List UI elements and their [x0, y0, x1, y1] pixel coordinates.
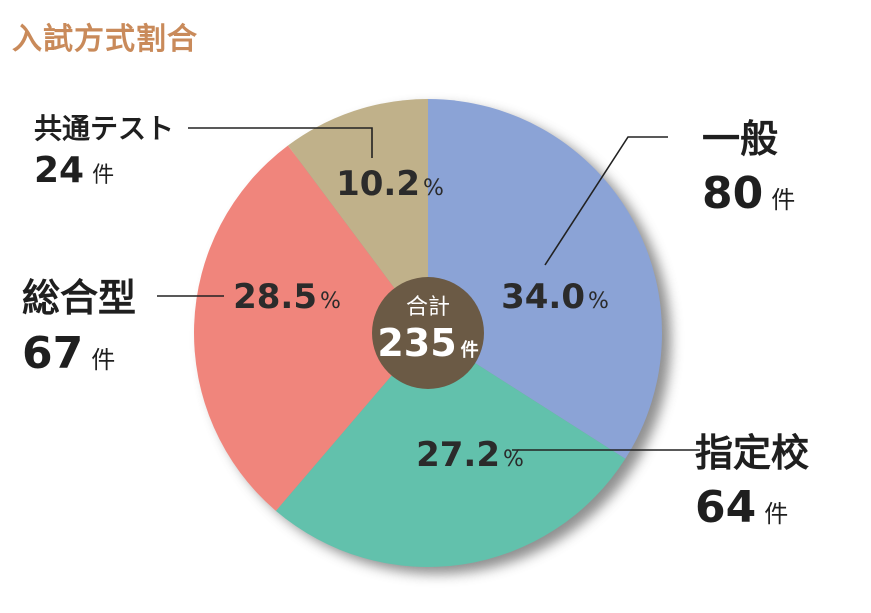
- percent-label: 10.2%: [336, 164, 444, 204]
- category-unit: 件: [771, 186, 795, 214]
- percent-sign: %: [503, 447, 524, 472]
- chart-title: 入試方式割合: [12, 22, 198, 57]
- percent-value: 27.2: [416, 435, 500, 475]
- category-count: 24: [34, 150, 84, 191]
- pie-slices: [193, 99, 663, 567]
- leader-line: [544, 136, 668, 266]
- percent-sign: %: [423, 176, 444, 201]
- pie-slice: [287, 99, 428, 333]
- total-value: 235: [377, 321, 456, 365]
- category-name: 共通テスト: [34, 112, 174, 145]
- total-caption: 合計: [406, 295, 450, 320]
- total-value-text: 235 件: [377, 321, 478, 365]
- pie-slice: [193, 145, 428, 511]
- category-count: 64: [695, 482, 756, 533]
- category-name: 指定校: [695, 431, 809, 475]
- category-unit: 件: [92, 163, 114, 188]
- category-count-label: 64 件: [695, 482, 788, 533]
- total-circle: [372, 277, 484, 389]
- percent-value: 28.5: [233, 277, 317, 317]
- category-count: 80: [702, 168, 763, 219]
- category-count-label: 67 件: [22, 328, 115, 379]
- total-badge: 合計 235 件: [372, 277, 484, 389]
- pie-slice: [275, 333, 626, 567]
- category-unit: 件: [764, 500, 788, 528]
- percent-label: 27.2%: [416, 435, 524, 475]
- category-name: 総合型: [22, 276, 136, 320]
- percent-labels: 34.0 %27.2 %28.5 %10.2%: [233, 164, 609, 475]
- percent-label: 28.5%: [233, 277, 341, 317]
- percent-sign: %: [320, 289, 341, 314]
- leader-line: [188, 127, 373, 158]
- pie-slice: [428, 99, 663, 459]
- category-unit: 件: [91, 346, 115, 374]
- percent-label: 34.0%: [501, 277, 609, 317]
- percent-value: 10.2: [336, 164, 420, 204]
- category-name: 一般: [702, 117, 778, 161]
- percent-value: 34.0: [501, 277, 585, 317]
- category-count: 67: [22, 328, 83, 379]
- percent-sign: %: [588, 289, 609, 314]
- leader-lines: [157, 127, 700, 451]
- category-count-label: 24 件: [34, 150, 114, 191]
- category-count-label: 80 件: [702, 168, 795, 219]
- total-unit: 件: [461, 339, 479, 361]
